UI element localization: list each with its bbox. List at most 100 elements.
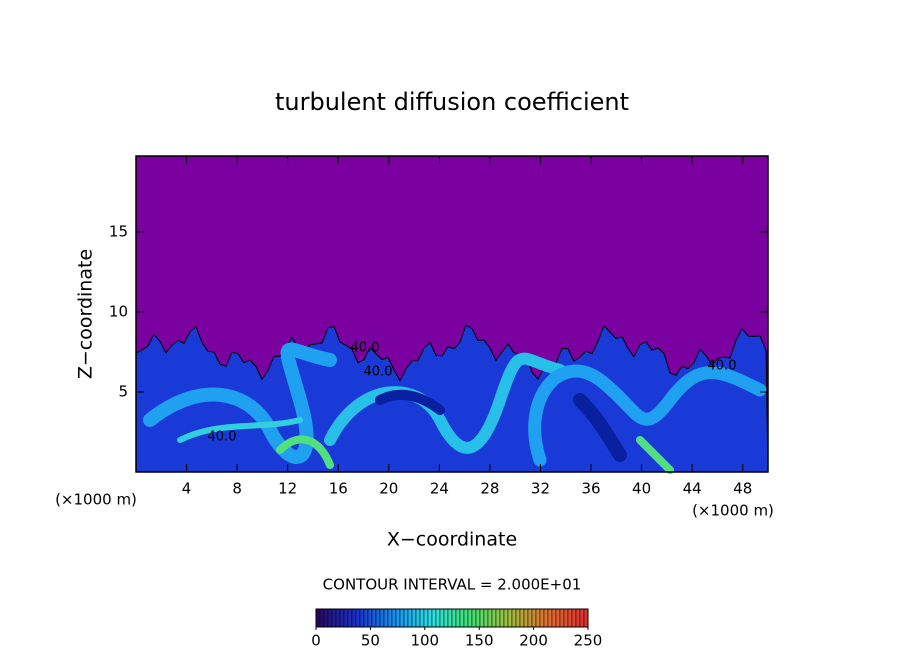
colorbar-cell [439, 608, 445, 628]
x-tick-label: 32 [531, 480, 550, 498]
colorbar-frame [315, 608, 589, 628]
x-tick-label: 36 [581, 480, 600, 498]
colorbar-cell [327, 608, 333, 628]
colorbar-cell [507, 608, 513, 628]
colorbar-cell [499, 608, 505, 628]
x-tick-label: 8 [232, 480, 242, 498]
field [135, 156, 769, 474]
swirl [375, 389, 445, 415]
colorbar-tick-label: 200 [519, 632, 548, 650]
colorbar-cell [355, 608, 361, 628]
colorbar-cell [391, 608, 397, 628]
x-tick-label: 48 [733, 480, 752, 498]
swirl [276, 435, 334, 469]
x-unit: (×1000 m) [692, 502, 774, 520]
x-unit: (×1000 m) [55, 491, 137, 509]
colorbar-cell [571, 608, 577, 628]
colorbar-cell [451, 608, 457, 628]
colorbar-cell [399, 608, 405, 628]
colorbar-cell [519, 608, 525, 628]
x-tick-label: 4 [182, 480, 192, 498]
x-tick-label: 28 [480, 480, 499, 498]
x-tick-label: 44 [683, 480, 702, 498]
colorbar-cell [435, 608, 441, 628]
colorbar-cell [395, 608, 401, 628]
x-tick-label: 40 [632, 480, 651, 498]
colorbar-cell [371, 608, 377, 628]
contour-label: 40.0 [708, 359, 737, 374]
colorbar-cell [335, 608, 341, 628]
colorbar-cell [555, 608, 561, 628]
contour-interval: CONTOUR INTERVAL = 2.000E+01 [323, 576, 582, 594]
swirl [573, 393, 627, 462]
colorbar-cell [455, 608, 461, 628]
plot-frame [135, 155, 769, 473]
colorbar-cell [347, 608, 353, 628]
colorbar-tick-label: 250 [574, 632, 603, 650]
colorbar-cell [475, 608, 481, 628]
colorbar-cell [479, 608, 485, 628]
colorbar-cell [339, 608, 345, 628]
colorbar-cell [447, 608, 453, 628]
colorbar-cell [583, 608, 589, 628]
colorbar-tick-label: 50 [361, 632, 380, 650]
colorbar-cell [423, 608, 429, 628]
colorbar-cell [511, 608, 517, 628]
colorbar-cell [579, 608, 585, 628]
colorbar-cell [531, 608, 537, 628]
colorbar-cell [431, 608, 437, 628]
colorbar-cell [471, 608, 477, 628]
swirl [177, 417, 303, 443]
colorbar-tick-label: 0 [311, 632, 321, 650]
colorbar-cell [383, 608, 389, 628]
colorbar-cell [567, 608, 573, 628]
colorbar-tick-label: 150 [465, 632, 494, 650]
colorbar-cell [503, 608, 509, 628]
colorbar-cell [403, 608, 409, 628]
colorbar-cell [411, 608, 417, 628]
colorbar-cell [523, 608, 529, 628]
colorbar-cell [351, 608, 357, 628]
colorbar-cell [387, 608, 393, 628]
colorbar-cell [331, 608, 337, 628]
colorbar-cell [559, 608, 565, 628]
colorbar-cell [419, 608, 425, 628]
colorbar-cell [315, 608, 321, 628]
swirl [143, 342, 337, 464]
contour-label: 40.0 [351, 341, 380, 356]
colorbar-cell [539, 608, 545, 628]
colorbar-cell [515, 608, 521, 628]
y-tick-label: 10 [109, 303, 128, 321]
colorbar-cell [543, 608, 549, 628]
colorbar-cell [487, 608, 493, 628]
colorbar-cell [427, 608, 433, 628]
colorbar-cell [463, 608, 469, 628]
colorbar-cell [343, 608, 349, 628]
colorbar-cell [483, 608, 489, 628]
colorbar-cell [563, 608, 569, 628]
colorbar-cell [551, 608, 557, 628]
colorbar-cell [363, 608, 369, 628]
y-tick-label: 15 [109, 223, 128, 241]
colorbar-cell [407, 608, 413, 628]
colorbar-cell [467, 608, 473, 628]
colorbar-cell [379, 608, 385, 628]
colorbar-cell [367, 608, 373, 628]
x-axis-label: X−coordinate [387, 529, 517, 551]
colorbar-cell [459, 608, 465, 628]
colorbar-cell [495, 608, 501, 628]
x-tick-label: 24 [430, 480, 449, 498]
colorbar-cell [443, 608, 449, 628]
colorbar-cell [547, 608, 553, 628]
colorbar-cell [415, 608, 421, 628]
colorbar-cell [323, 608, 329, 628]
colorbar-cell [491, 608, 497, 628]
colorbar-cell [575, 608, 581, 628]
colorbar-cell [527, 608, 533, 628]
y-axis-label: Z−coordinate [75, 249, 97, 379]
colorbar-cell [319, 608, 325, 628]
swirl [528, 364, 767, 467]
x-tick-label: 20 [379, 480, 398, 498]
colorbar-cell [535, 608, 541, 628]
